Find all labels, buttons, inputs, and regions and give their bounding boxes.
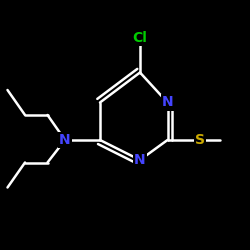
Text: N: N bbox=[59, 133, 71, 147]
Text: S: S bbox=[195, 133, 205, 147]
Text: N: N bbox=[134, 153, 146, 167]
Text: N: N bbox=[162, 96, 173, 110]
Text: Cl: Cl bbox=[132, 30, 148, 44]
